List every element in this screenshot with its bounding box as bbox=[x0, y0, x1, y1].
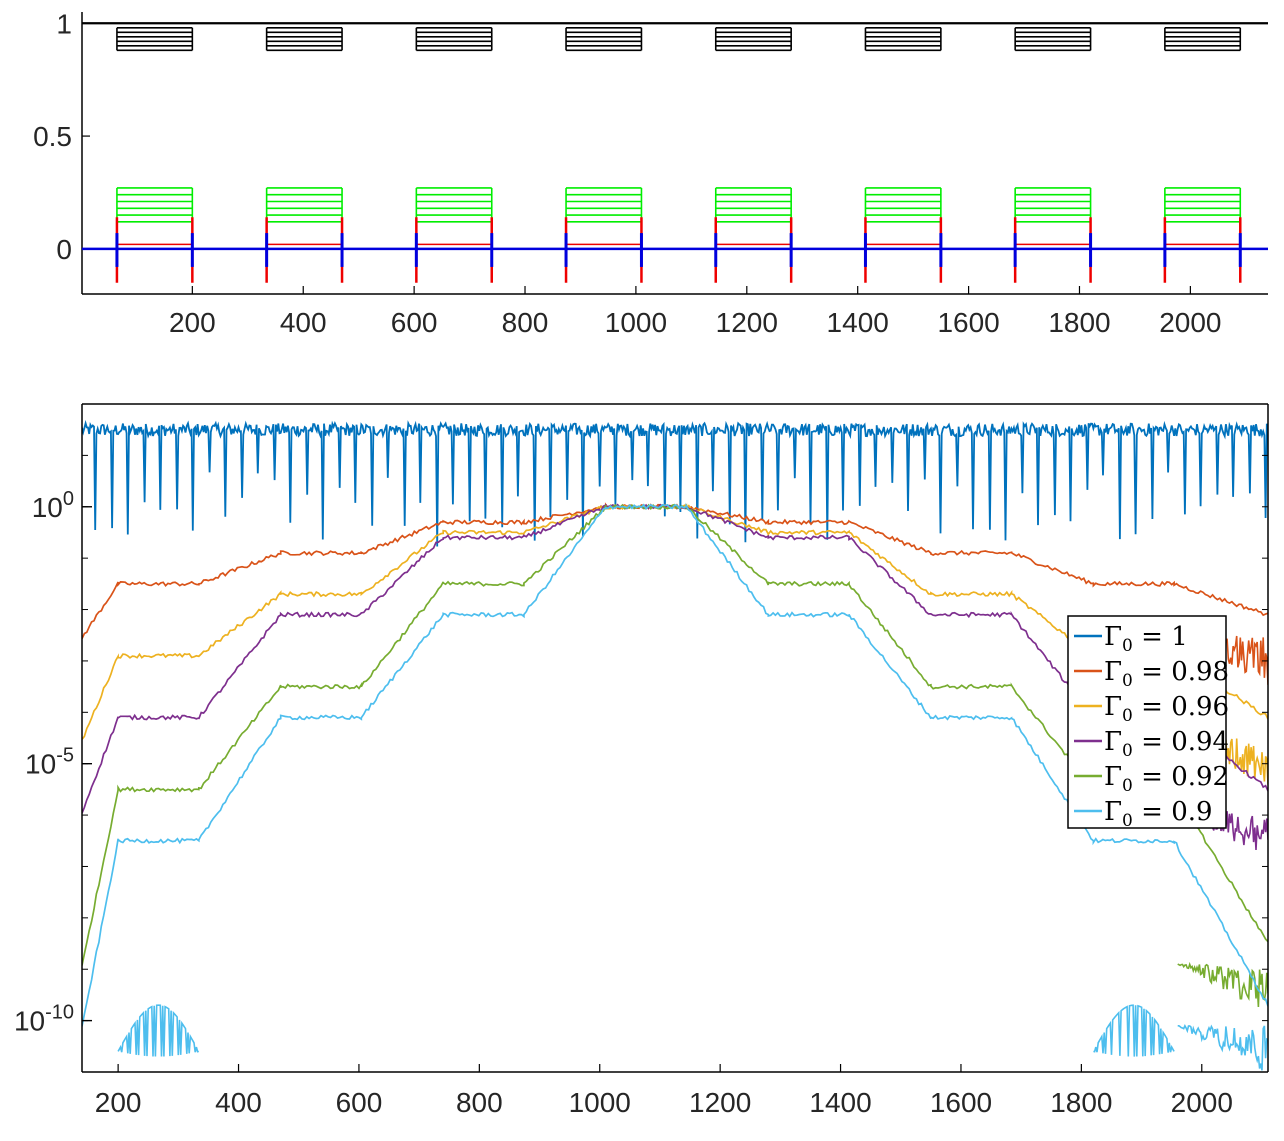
top-y-tick-label: 0.5 bbox=[33, 121, 72, 152]
bottom-x-tick-label: 1400 bbox=[809, 1087, 871, 1118]
series-line-gamma-1 bbox=[82, 419, 1268, 547]
top-x-tick-label: 2000 bbox=[1159, 307, 1221, 338]
legend-label: Γ0 = 0.9 bbox=[1104, 797, 1213, 831]
legend-label: Γ0 = 0.96 bbox=[1104, 692, 1229, 726]
bottom-y-tick-label: 100 bbox=[32, 488, 74, 523]
bottom-x-tick-label: 800 bbox=[456, 1087, 503, 1118]
series-tail-gamma_09 bbox=[1177, 1023, 1268, 1071]
bottom-x-tick-label: 1800 bbox=[1050, 1087, 1112, 1118]
bottom-x-tick-label: 1000 bbox=[569, 1087, 631, 1118]
bottom-x-tick-label: 600 bbox=[336, 1087, 383, 1118]
bottom-y-tick-label: 10-10 bbox=[14, 1002, 74, 1037]
top-x-tick-label: 200 bbox=[169, 307, 216, 338]
top-x-tick-label: 1200 bbox=[716, 307, 778, 338]
bottom-panel: 200 400 600 800 1000 1200 1400 1600 1800 2000 100 1… bbox=[14, 403, 1269, 1118]
legend-label: Γ0 = 0.92 bbox=[1104, 762, 1229, 796]
legend-label: Γ0 = 1 bbox=[1104, 622, 1188, 656]
top-y-tick-label: 1 bbox=[56, 8, 72, 39]
bottom-y-tick-label: 10-5 bbox=[25, 745, 74, 780]
bottom-x-tick-label: 1200 bbox=[689, 1087, 751, 1118]
series-tail-gamma_092 bbox=[1177, 961, 1268, 1008]
bottom-x-tick-label: 2000 bbox=[1171, 1087, 1233, 1118]
series-bump-gamma-09 bbox=[117, 1004, 199, 1057]
legend-box bbox=[1067, 615, 1227, 829]
series-bump-gamma-09 bbox=[1093, 1004, 1175, 1057]
top-x-tick-label: 1400 bbox=[827, 307, 889, 338]
top-x-tick-label: 400 bbox=[280, 307, 327, 338]
top-x-tick-label: 600 bbox=[391, 307, 438, 338]
top-x-tick-label: 1800 bbox=[1048, 307, 1110, 338]
top-panel: 200 400 600 800 1000 1200 1400 1600 1800 2000 0 0.5… bbox=[33, 8, 1268, 338]
top-x-tick-label: 1000 bbox=[605, 307, 667, 338]
top-y-tick-label: 0 bbox=[56, 234, 72, 265]
top-x-tick-label: 800 bbox=[502, 307, 549, 338]
bottom-x-tick-label: 400 bbox=[215, 1087, 262, 1118]
legend-label: Γ0 = 0.94 bbox=[1104, 727, 1229, 761]
bottom-x-tick-label: 200 bbox=[95, 1087, 142, 1118]
bottom-x-tick-label: 1600 bbox=[930, 1087, 992, 1118]
top-x-tick-label: 1600 bbox=[937, 307, 999, 338]
legend-label: Γ0 = 0.98 bbox=[1104, 657, 1229, 691]
